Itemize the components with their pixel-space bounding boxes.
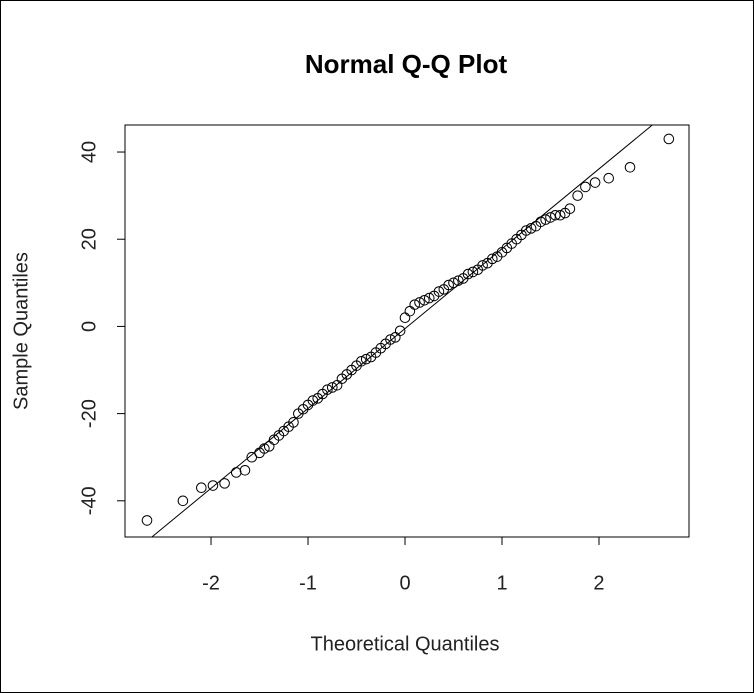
y-tick-label: 0 <box>78 321 100 332</box>
point <box>423 292 435 304</box>
point <box>177 495 189 507</box>
point <box>554 209 566 221</box>
point <box>219 478 230 489</box>
point <box>360 353 372 365</box>
point <box>356 356 367 367</box>
point <box>433 286 445 297</box>
point <box>462 268 474 280</box>
point <box>487 253 498 265</box>
point <box>550 209 561 221</box>
x-axis-label: Theoretical Quantiles <box>311 633 500 655</box>
y-tick-label: 40 <box>78 141 100 163</box>
point <box>448 277 459 289</box>
point <box>141 515 153 526</box>
point <box>663 133 675 145</box>
x-tick-label: -2 <box>202 572 220 594</box>
chart-title: Normal Q-Q Plot <box>305 49 508 79</box>
point <box>520 225 532 236</box>
reference-line <box>151 124 653 538</box>
point <box>443 279 454 291</box>
y-axis-label: Sample Quantiles <box>10 252 32 410</box>
point <box>322 384 333 395</box>
point <box>326 382 338 393</box>
point <box>589 177 601 188</box>
point <box>603 172 614 184</box>
point <box>196 482 207 494</box>
point <box>207 480 219 491</box>
point <box>467 266 479 278</box>
x-tick-label: 0 <box>399 572 410 594</box>
y-tick-label: -20 <box>78 399 100 428</box>
point <box>419 294 430 306</box>
y-tick-label: 20 <box>78 228 100 250</box>
x-tick-label: 1 <box>496 572 507 594</box>
point <box>564 203 576 215</box>
point <box>385 334 396 345</box>
point <box>540 214 551 225</box>
point <box>572 190 583 201</box>
point <box>394 325 406 337</box>
point <box>477 260 488 271</box>
y-tick-label: -40 <box>78 486 100 515</box>
point <box>624 161 636 173</box>
point <box>288 417 299 428</box>
x-tick-label: -1 <box>299 572 317 594</box>
point <box>580 181 591 193</box>
point <box>545 212 556 223</box>
point <box>414 297 425 308</box>
point <box>409 299 421 310</box>
point <box>239 464 251 476</box>
x-tick-label: 2 <box>593 572 604 594</box>
